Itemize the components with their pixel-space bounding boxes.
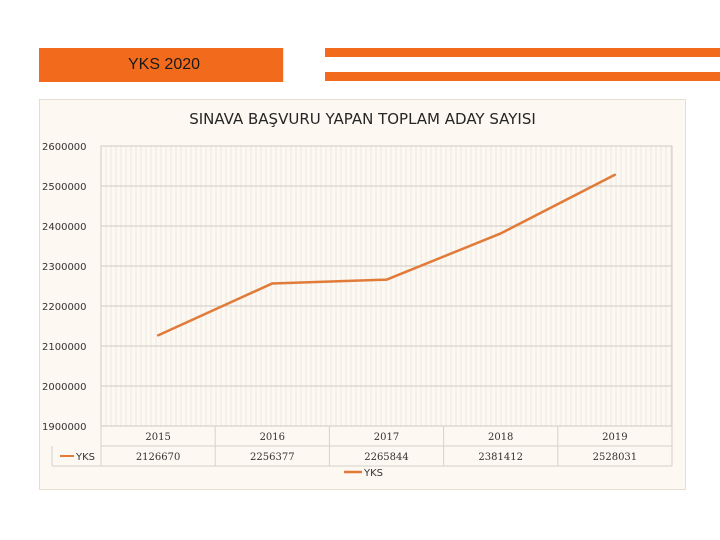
header-banner: YKS 2020: [39, 48, 284, 82]
data-point: [613, 173, 617, 176]
data-table-value: 2256377: [250, 452, 295, 463]
line-chart: 1900000 2000000 2100000 2200000 2300000 24000…: [42, 142, 673, 479]
y-tick-label: 2200000: [42, 302, 87, 313]
data-point: [385, 278, 388, 281]
y-tick-label: 2500000: [42, 182, 87, 193]
y-tick-label: 2400000: [42, 222, 87, 233]
data-table-value: 2381412: [478, 452, 523, 463]
accent-bar-bottom: [325, 72, 720, 81]
data-point: [156, 334, 160, 337]
y-tick-label: 2300000: [42, 262, 87, 273]
x-category-label: 2018: [488, 432, 513, 443]
data-point: [271, 282, 274, 285]
x-category-label: 2017: [374, 432, 399, 443]
data-table-value: 2265844: [364, 452, 409, 463]
plot-area: [100, 145, 673, 427]
accent-bar-top: [325, 48, 720, 57]
x-category-label: 2016: [260, 432, 285, 443]
data-point: [499, 232, 502, 235]
chart-card: SINAVA BAŞVURU YAPAN TOPLAM ADAY SAYISI …: [39, 99, 686, 490]
y-tick-label: 2000000: [42, 382, 87, 393]
x-category-label: 2019: [602, 432, 627, 443]
data-table-value: 2126670: [136, 452, 181, 463]
data-table-value: 2528031: [593, 452, 638, 463]
table-series-name: YKS: [75, 452, 95, 463]
y-tick-label: 2100000: [42, 342, 87, 353]
y-tick-label: 2600000: [42, 142, 87, 153]
legend-label: YKS: [363, 468, 383, 479]
y-tick-label: 1900000: [42, 422, 87, 433]
page-title: YKS 2020: [127, 56, 201, 73]
chart-title: SINAVA BAŞVURU YAPAN TOPLAM ADAY SAYISI: [189, 110, 536, 128]
x-category-label: 2015: [145, 432, 170, 443]
